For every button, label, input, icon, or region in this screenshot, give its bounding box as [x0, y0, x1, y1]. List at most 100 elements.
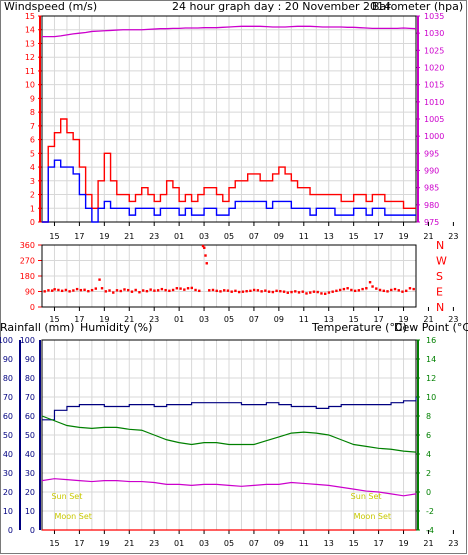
humidity-axis-tick-label: 60 — [25, 412, 35, 421]
baro-axis-tick-label: 990 — [424, 167, 439, 176]
baro-axis-tick-label: 985 — [424, 184, 439, 193]
dir-point — [361, 287, 364, 291]
dir-point — [53, 288, 56, 291]
wind-axis-tick-label: 4 — [30, 163, 35, 172]
page-title: 24 hour graph day : 20 November 2014 — [172, 0, 391, 13]
sun-moon-annotation: Moon Set — [354, 512, 391, 521]
compass-label: N — [436, 239, 444, 252]
wind-tick-label: 09 — [274, 232, 284, 241]
dir-point — [149, 288, 152, 291]
dir-point — [393, 287, 397, 291]
dir-point — [237, 290, 241, 294]
wind-axis-tick-label: 0 — [30, 218, 35, 227]
dir-point — [375, 287, 378, 290]
barometer-line — [42, 25, 417, 38]
dir-point — [401, 290, 404, 293]
baro-axis-tick-label: 1030 — [424, 29, 444, 38]
dir-point — [83, 288, 86, 292]
rainfall-axis-label: Rainfall (mm) — [0, 321, 74, 334]
wind-axis-tick-label: 13 — [25, 39, 35, 48]
rain-axis-tick-label: 50 — [3, 431, 13, 440]
baro-axis-tick-label: 1015 — [424, 81, 444, 90]
dir-point — [194, 288, 197, 292]
wind-tick-label: 07 — [249, 232, 259, 241]
dir-point — [267, 290, 271, 293]
dir-point — [365, 287, 368, 290]
baro-axis-tick-label: 1010 — [424, 98, 444, 107]
dir-axis-tick-label: 360 — [20, 241, 35, 250]
hum-tick-label: 17 — [74, 539, 84, 548]
dir-point — [130, 290, 134, 293]
baro-axis-tick-label: 1005 — [424, 115, 444, 124]
dir-axis-tick-label: 90 — [25, 288, 35, 297]
dir-tick-label: 03 — [199, 315, 209, 324]
dir-point — [275, 289, 278, 293]
dir-tick-label: 19 — [398, 315, 408, 324]
wind-average-line — [42, 159, 416, 223]
dir-point — [264, 289, 267, 292]
dir-tick-label: 13 — [324, 315, 334, 324]
wind-axis-tick-label: 2 — [30, 191, 35, 200]
hum-tick-label: 19 — [99, 539, 109, 548]
baro-axis-tick-label: 1020 — [424, 64, 444, 73]
dir-point — [198, 289, 201, 293]
dir-axis-tick-label: 180 — [20, 272, 35, 281]
dir-point — [112, 291, 115, 294]
dir-point — [68, 290, 71, 293]
wind-axis-tick-label: 7 — [30, 122, 35, 131]
baro-axis-tick-label: 995 — [424, 149, 439, 158]
dir-point — [350, 288, 353, 292]
hum-tick-label: 23 — [448, 539, 458, 548]
rain-axis-tick-label: 10 — [3, 507, 13, 516]
dir-point — [260, 290, 263, 293]
dir-tick-label: 15 — [349, 315, 359, 324]
wind-tick-label: 17 — [74, 232, 84, 241]
temp-axis-tick-label: 2 — [426, 469, 431, 478]
dir-tick-label: 15 — [49, 315, 59, 324]
dir-point — [171, 288, 175, 292]
dir-point — [205, 262, 208, 265]
rain-axis-tick-label: 100 — [0, 336, 13, 345]
dir-tick-label: 17 — [74, 315, 84, 324]
dir-point — [164, 288, 167, 292]
dir-point — [271, 290, 275, 294]
dir-point — [153, 289, 156, 292]
wind-tick-label: 19 — [99, 232, 109, 241]
dir-point — [90, 288, 94, 292]
humidity-axis-tick-label: 40 — [25, 450, 35, 459]
dir-tick-label: 05 — [224, 315, 234, 324]
hum-tick-label: 15 — [49, 539, 59, 548]
temp-axis-tick-label: 10 — [426, 393, 436, 402]
rain-axis-tick-label: 0 — [8, 526, 13, 535]
temp-axis-tick-label: -4 — [426, 526, 434, 535]
windspeed-axis-label: Windspeed (m/s) — [4, 0, 97, 13]
dir-point — [327, 291, 331, 294]
humidity-axis-tick-label: 0 — [30, 526, 35, 535]
rain-axis-tick-label: 20 — [3, 488, 13, 497]
wind-axis-tick-label: 6 — [30, 136, 35, 145]
humidity-axis-tick-label: 80 — [25, 374, 35, 383]
dir-tick-label: 09 — [274, 315, 284, 324]
temperature-line — [41, 415, 417, 453]
dir-point — [215, 289, 218, 293]
baro-axis-tick-label: 1000 — [424, 132, 444, 141]
dir-point — [245, 289, 248, 293]
dir-point — [230, 290, 233, 293]
dir-point — [47, 289, 50, 292]
hum-tick-label: 07 — [249, 539, 259, 548]
dir-point — [79, 288, 83, 292]
rain-axis-tick-label: 90 — [3, 355, 13, 364]
wind-axis-tick-label: 8 — [30, 108, 35, 117]
wind-tick-label: 21 — [423, 232, 433, 241]
dir-tick-label: 21 — [423, 315, 433, 324]
dir-point — [204, 254, 207, 257]
dir-point — [316, 290, 319, 294]
rain-axis-tick-label: 30 — [3, 469, 13, 478]
dir-point — [72, 289, 75, 292]
dir-axis-tick-label: 0 — [30, 303, 35, 312]
dir-point — [241, 290, 245, 293]
dir-tick-label: 11 — [299, 315, 309, 324]
humidity-axis-tick-label: 100 — [20, 336, 35, 345]
wind-speed-line — [42, 118, 416, 223]
